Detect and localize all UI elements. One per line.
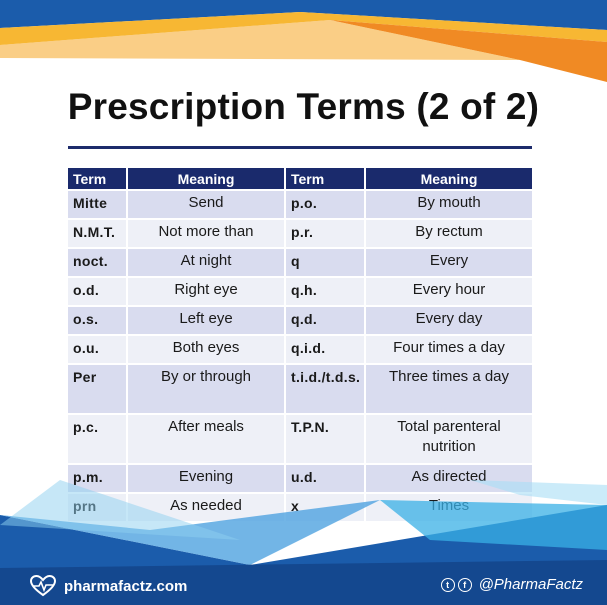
term-cell: Mitte xyxy=(68,191,126,218)
header-term-right: Term xyxy=(286,168,364,189)
meaning-cell: By or through xyxy=(128,365,284,413)
table-row: o.s. Left eye q.d. Every day xyxy=(68,307,532,334)
meaning-cell: Not more than xyxy=(128,220,284,247)
term-cell: u.d. xyxy=(286,465,364,492)
meaning-cell: Every hour xyxy=(366,278,532,305)
term-cell: t.i.d./t.d.s. xyxy=(286,365,364,413)
twitter-icon[interactable]: t xyxy=(440,577,455,592)
table-row: N.M.T. Not more than p.r. By rectum xyxy=(68,220,532,247)
footer-social: t f @PharmaFactz xyxy=(440,576,583,593)
brand-url: pharmafactz.com xyxy=(64,577,188,595)
top-banner-graphic xyxy=(0,0,607,82)
table-header-row: Term Meaning Term Meaning xyxy=(68,168,532,189)
table-row: noct. At night q Every xyxy=(68,249,532,276)
term-cell: noct. xyxy=(68,249,126,276)
footer-brand[interactable]: pharmafactz.com xyxy=(30,575,187,597)
table-row: p.m. Evening u.d. As directed xyxy=(68,465,532,492)
term-cell: o.d. xyxy=(68,278,126,305)
meaning-cell: Evening xyxy=(128,465,284,492)
meaning-cell: Left eye xyxy=(128,307,284,334)
term-cell: q.d. xyxy=(286,307,364,334)
meaning-cell: Send xyxy=(128,191,284,218)
meaning-cell: Four times a day xyxy=(366,336,532,363)
meaning-cell: After meals xyxy=(128,415,284,463)
meaning-cell: Both eyes xyxy=(128,336,284,363)
term-cell: N.M.T. xyxy=(68,220,126,247)
table-row: Per By or through t.i.d./t.d.s. Three ti… xyxy=(68,365,532,413)
term-cell: o.s. xyxy=(68,307,126,334)
meaning-cell: Total parenteral nutrition xyxy=(366,415,532,463)
meaning-cell: At night xyxy=(128,249,284,276)
header-meaning-right: Meaning xyxy=(366,168,532,189)
term-cell: q.h. xyxy=(286,278,364,305)
term-cell: p.r. xyxy=(286,220,364,247)
table-row: o.u. Both eyes q.i.d. Four times a day xyxy=(68,336,532,363)
table-row: p.c. After meals T.P.N. Total parenteral… xyxy=(68,415,532,463)
table-row: o.d. Right eye q.h. Every hour xyxy=(68,278,532,305)
prescription-terms-table: Term Meaning Term Meaning Mitte Send p.o… xyxy=(66,166,534,523)
social-handle[interactable]: @PharmaFactz xyxy=(478,576,583,593)
meaning-cell: Every xyxy=(366,249,532,276)
bottom-banner-graphic xyxy=(0,480,607,605)
header-meaning-left: Meaning xyxy=(128,168,284,189)
meaning-cell: Right eye xyxy=(128,278,284,305)
heart-pulse-icon xyxy=(30,575,56,597)
term-cell: q.i.d. xyxy=(286,336,364,363)
meaning-cell: By rectum xyxy=(366,220,532,247)
meaning-cell: Every day xyxy=(366,307,532,334)
term-cell: T.P.N. xyxy=(286,415,364,463)
facebook-icon[interactable]: f xyxy=(457,577,472,592)
term-cell: p.c. xyxy=(68,415,126,463)
meaning-cell: By mouth xyxy=(366,191,532,218)
meaning-cell: Three times a day xyxy=(366,365,532,413)
term-cell: q xyxy=(286,249,364,276)
header-term-left: Term xyxy=(68,168,126,189)
page-title: Prescription Terms (2 of 2) xyxy=(67,86,540,127)
table-row: Mitte Send p.o. By mouth xyxy=(68,191,532,218)
term-cell: p.o. xyxy=(286,191,364,218)
term-cell: o.u. xyxy=(68,336,126,363)
term-cell: Per xyxy=(68,365,126,413)
title-divider xyxy=(68,146,532,149)
